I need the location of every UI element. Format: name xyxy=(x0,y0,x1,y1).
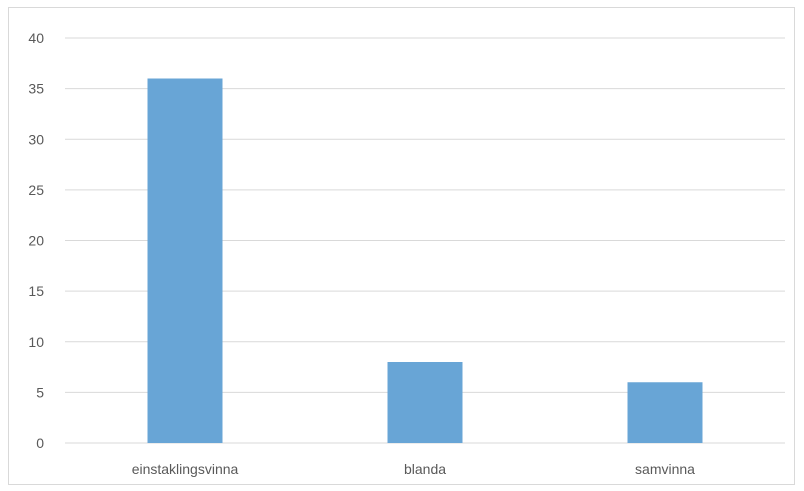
y-axis-tick-labels: 0 5 10 15 20 25 30 35 40 xyxy=(28,30,44,451)
x-tick-label: samvinna xyxy=(635,461,695,477)
bar-samvinna xyxy=(627,382,703,443)
y-tick-label: 35 xyxy=(28,81,44,97)
y-tick-label: 40 xyxy=(28,30,44,46)
y-tick-label: 20 xyxy=(28,233,44,249)
y-tick-label: 5 xyxy=(36,384,44,400)
y-tick-label: 15 xyxy=(28,283,44,299)
bar-blanda xyxy=(387,362,463,443)
y-tick-label: 0 xyxy=(36,435,44,451)
x-tick-label: einstaklingsvinna xyxy=(132,461,239,477)
y-tick-label: 10 xyxy=(28,334,44,350)
x-tick-label: blanda xyxy=(404,461,446,477)
y-tick-label: 25 xyxy=(28,182,44,198)
x-axis-tick-labels: einstaklingsvinna blanda samvinna xyxy=(132,461,695,477)
y-tick-label: 30 xyxy=(28,131,44,147)
bars xyxy=(147,78,703,443)
bar-einstaklingsvinna xyxy=(147,78,223,443)
